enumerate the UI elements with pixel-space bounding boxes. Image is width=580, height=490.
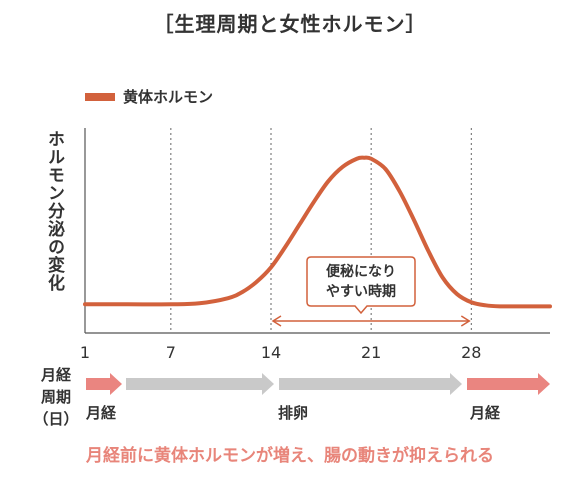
range-arrow-head-left	[271, 315, 282, 327]
callout-shape	[306, 256, 416, 315]
phase-label-ovulation: 排卵	[278, 404, 309, 422]
phase-arrow-1	[126, 373, 274, 395]
range-arrow-head-right	[460, 315, 471, 327]
phase-label-menstruation-1: 月経	[86, 404, 117, 422]
x-tick-label-28: 28	[461, 343, 481, 362]
footer-caption: 月経前に黄体ホルモンが増え、腸の動きが抑えられる	[86, 446, 494, 466]
phase-arrow-3	[467, 373, 550, 395]
x-axis-title: 月経 周期 （日）	[26, 364, 86, 430]
phase-arrows	[86, 373, 550, 395]
x-axis-title-line-1: 月経	[40, 366, 71, 384]
series-line-progesterone	[83, 155, 552, 309]
x-tick-label-21: 21	[361, 343, 381, 362]
callout-line-2: やすい時期	[326, 283, 396, 300]
y-axis-label: ホルモン分泌の変化	[44, 130, 64, 292]
callout-line-1: 便秘になり	[326, 263, 396, 280]
range-arrow	[271, 315, 471, 327]
x-tick-labels: 1 7 14 21 28	[80, 343, 482, 362]
callout-box: 便秘になり やすい時期	[306, 256, 416, 315]
legend-swatch	[85, 93, 115, 101]
chart-title: ［生理周期と女性ホルモン］	[153, 12, 427, 36]
x-tick-label-1: 1	[80, 343, 90, 362]
phase-arrow-2	[279, 373, 462, 395]
x-axis-title-line-3: （日）	[33, 410, 79, 428]
x-tick-label-7: 7	[166, 343, 176, 362]
phase-arrow-0	[86, 373, 122, 395]
x-tick-label-14: 14	[261, 343, 281, 362]
x-axis-title-line-2: 周期	[40, 388, 71, 406]
phase-label-menstruation-2: 月経	[470, 404, 501, 422]
legend-label: 黄体ホルモン	[123, 88, 214, 106]
